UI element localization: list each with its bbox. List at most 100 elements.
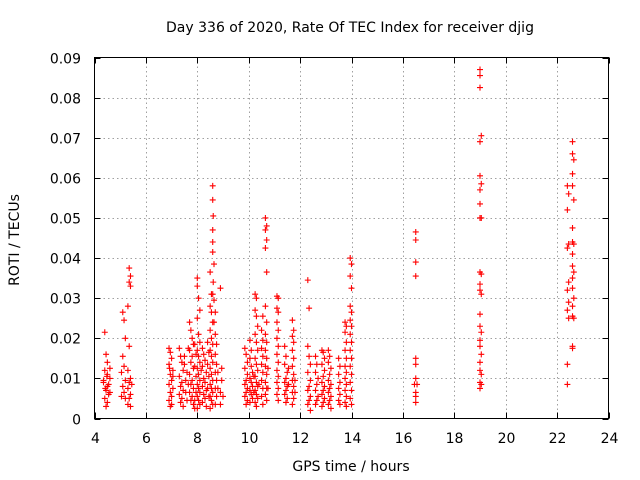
- data-point: [254, 395, 261, 402]
- data-point: [312, 401, 319, 408]
- data-point: [275, 397, 282, 404]
- data-point: [103, 351, 110, 358]
- data-point: [477, 343, 483, 350]
- data-point: [178, 395, 185, 402]
- data-point: [248, 363, 255, 370]
- data-point: [199, 383, 206, 390]
- data-point: [306, 353, 313, 360]
- data-point: [343, 381, 350, 388]
- data-point: [289, 347, 296, 354]
- data-point: [289, 333, 296, 340]
- data-point: [259, 369, 266, 376]
- data-point: [273, 379, 280, 386]
- data-point: [258, 361, 265, 368]
- data-point: [178, 379, 185, 386]
- data-point: [291, 377, 298, 384]
- data-point: [264, 385, 271, 392]
- data-point: [253, 339, 260, 346]
- data-point: [569, 251, 576, 258]
- data-point: [275, 309, 282, 316]
- data-point: [342, 347, 349, 354]
- x-tick-label: 24: [601, 431, 619, 447]
- x-tick-label: 16: [395, 431, 413, 447]
- data-point: [347, 273, 354, 280]
- data-point: [306, 383, 313, 390]
- data-point: [320, 399, 327, 406]
- data-point: [477, 287, 483, 294]
- data-point: [190, 385, 197, 392]
- data-point: [342, 399, 349, 406]
- data-point: [307, 361, 314, 368]
- data-point: [564, 206, 571, 213]
- data-point: [263, 355, 270, 362]
- x-tick-label: 8: [193, 431, 202, 447]
- data-point: [244, 371, 251, 378]
- data-point: [282, 375, 289, 382]
- data-point: [282, 387, 289, 394]
- data-point: [105, 381, 112, 388]
- data-point: [412, 375, 419, 382]
- data-point: [210, 212, 217, 219]
- data-point: [190, 401, 197, 408]
- data-point: [477, 66, 483, 73]
- y-tick-label: 0.06: [50, 172, 81, 188]
- data-point: [569, 150, 576, 157]
- data-point: [347, 347, 354, 354]
- data-point: [565, 299, 572, 306]
- data-point: [347, 395, 354, 402]
- plot-frame: [94, 57, 609, 419]
- data-point: [166, 397, 173, 404]
- data-point: [259, 401, 266, 408]
- data-point: [195, 371, 202, 378]
- data-point: [304, 369, 311, 376]
- data-point: [127, 273, 134, 280]
- data-point: [318, 391, 325, 398]
- data-point: [304, 401, 311, 408]
- data-point: [214, 385, 221, 392]
- data-point: [273, 305, 280, 312]
- data-point: [209, 249, 216, 256]
- data-point: [263, 222, 270, 229]
- data-point: [325, 359, 332, 366]
- data-point: [343, 369, 350, 376]
- data-point: [196, 307, 203, 314]
- data-point: [243, 377, 250, 384]
- data-point: [246, 355, 253, 362]
- data-point: [196, 339, 203, 346]
- data-point: [167, 349, 174, 356]
- data-point: [336, 401, 343, 408]
- data-point: [326, 371, 333, 378]
- data-point: [289, 401, 296, 408]
- data-point: [124, 367, 131, 374]
- y-axis-label: ROTI / TECUs: [7, 194, 23, 286]
- data-point: [411, 381, 418, 388]
- data-point: [259, 337, 266, 344]
- data-point: [313, 397, 320, 404]
- data-point: [477, 323, 483, 330]
- data-point: [336, 379, 343, 386]
- data-point: [348, 323, 355, 330]
- x-tick-label: 4: [91, 431, 100, 447]
- data-point: [321, 367, 328, 374]
- data-point: [273, 335, 280, 342]
- y-tick-label: 0.03: [50, 292, 81, 308]
- data-point: [246, 399, 253, 406]
- data-point: [569, 170, 576, 177]
- data-point: [187, 327, 194, 334]
- data-point: [273, 351, 280, 358]
- data-point: [348, 261, 355, 268]
- data-point: [262, 303, 269, 310]
- y-tick-label: 0.02: [50, 332, 81, 348]
- data-point: [307, 377, 314, 384]
- data-point: [412, 228, 419, 235]
- data-point: [282, 353, 289, 360]
- data-point: [275, 343, 282, 350]
- data-point: [166, 381, 173, 388]
- data-point: [122, 335, 129, 342]
- data-point: [284, 395, 291, 402]
- data-point: [307, 393, 314, 400]
- data-point: [121, 363, 128, 370]
- data-point: [312, 369, 319, 376]
- y-tick-label: 0.04: [50, 252, 81, 268]
